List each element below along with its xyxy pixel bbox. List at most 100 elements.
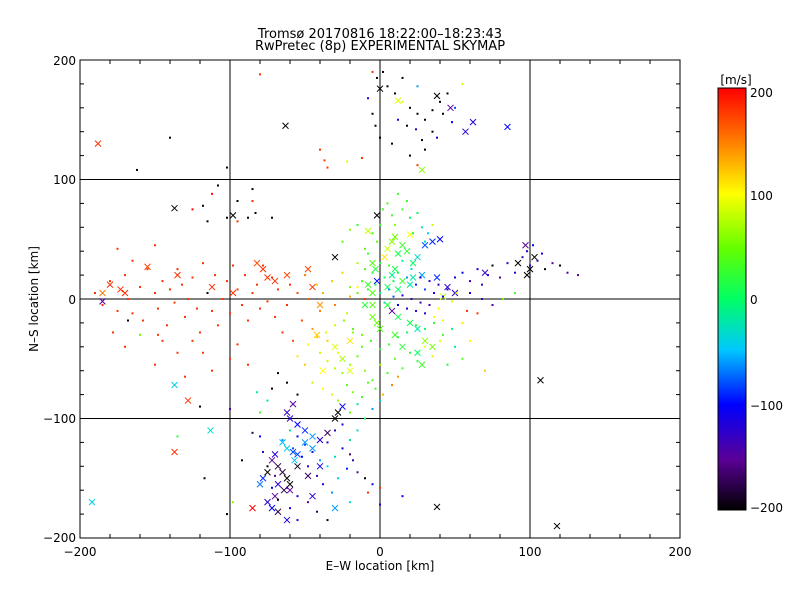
- dot-marker: [379, 399, 381, 402]
- cross-marker: [526, 265, 534, 273]
- dot-marker: [226, 216, 228, 219]
- dot-marker: [566, 271, 569, 274]
- cross-marker: [418, 361, 426, 369]
- cross-marker: [301, 439, 309, 446]
- dot-marker: [334, 303, 336, 306]
- dot-marker: [203, 477, 206, 480]
- dot-marker: [506, 262, 509, 265]
- dot-marker: [356, 286, 359, 289]
- dot-marker: [526, 250, 528, 253]
- cross-marker: [294, 462, 301, 470]
- cross-marker: [283, 516, 291, 524]
- dot-marker: [157, 307, 159, 310]
- dot-marker: [226, 166, 228, 169]
- dot-marker: [491, 303, 494, 306]
- dot-marker: [277, 372, 279, 375]
- dot-marker: [379, 136, 381, 139]
- cross-marker: [319, 367, 327, 375]
- dot-marker: [116, 247, 119, 250]
- dot-marker: [229, 312, 231, 315]
- dot-marker: [217, 184, 219, 187]
- dot-marker: [349, 453, 351, 456]
- dot-marker: [409, 154, 411, 157]
- dot-marker: [161, 280, 164, 283]
- cross-marker: [421, 241, 429, 249]
- cross-marker: [373, 211, 381, 219]
- dot-marker: [241, 459, 243, 462]
- dot-marker: [476, 268, 479, 271]
- dot-marker: [296, 393, 299, 396]
- dot-marker: [421, 139, 423, 142]
- dot-marker: [323, 159, 326, 162]
- dot-marker: [229, 407, 231, 410]
- cross-marker: [249, 504, 256, 512]
- dot-marker: [169, 136, 171, 139]
- dot-marker: [319, 351, 321, 354]
- cross-marker: [291, 456, 298, 464]
- dot-marker: [289, 429, 291, 432]
- dot-marker: [316, 283, 318, 286]
- cross-marker: [346, 367, 354, 375]
- cross-marker: [421, 337, 429, 345]
- dot-marker: [176, 351, 179, 354]
- dot-marker: [146, 268, 149, 271]
- dot-marker: [406, 124, 408, 127]
- cross-marker: [409, 259, 417, 267]
- dot-marker: [161, 339, 164, 342]
- dot-marker: [199, 331, 201, 334]
- dot-marker: [191, 339, 194, 342]
- dot-marker: [379, 262, 381, 265]
- dot-marker: [251, 292, 254, 295]
- dot-marker: [397, 118, 399, 121]
- dot-marker: [259, 435, 261, 438]
- cross-marker: [264, 498, 271, 506]
- dot-marker: [289, 507, 291, 510]
- dot-marker: [296, 435, 299, 438]
- cross-marker: [403, 247, 411, 255]
- cross-marker: [229, 211, 237, 219]
- y-axis-label: N–S location [km]: [27, 246, 41, 352]
- cross-marker: [279, 468, 286, 476]
- dot-marker: [116, 309, 119, 312]
- dot-marker: [367, 97, 369, 100]
- dot-marker: [437, 307, 440, 310]
- dot-marker: [266, 300, 269, 303]
- dot-marker: [232, 264, 234, 267]
- cross-marker: [174, 271, 181, 279]
- dot-marker: [431, 109, 434, 112]
- cross-marker: [406, 281, 414, 289]
- dot-marker: [254, 211, 257, 214]
- dot-marker: [356, 292, 359, 295]
- dot-marker: [301, 455, 303, 458]
- dot-marker: [367, 381, 369, 384]
- dot-marker: [326, 465, 329, 468]
- dot-marker: [392, 295, 395, 298]
- dot-marker: [379, 503, 381, 506]
- dot-marker: [532, 244, 534, 247]
- dot-marker: [382, 393, 384, 396]
- dot-marker: [292, 339, 294, 342]
- dot-marker: [386, 85, 389, 88]
- dot-marker: [311, 450, 314, 453]
- dot-marker: [206, 220, 209, 223]
- dot-marker: [202, 351, 204, 354]
- chart-subtitle: RwPretec (8p) EXPERIMENTAL SKYMAP: [255, 39, 505, 54]
- dot-marker: [388, 288, 390, 291]
- dot-marker: [451, 327, 453, 330]
- dot-marker: [316, 510, 318, 513]
- dot-marker: [442, 333, 444, 336]
- dot-marker: [277, 498, 279, 501]
- dot-marker: [271, 276, 273, 279]
- chart-title: Tromsø 20170816 18:22:00–18:23:43: [257, 27, 502, 42]
- dot-marker: [454, 276, 456, 279]
- dot-marker: [383, 301, 386, 304]
- cross-marker: [309, 283, 316, 291]
- cross-marker: [259, 474, 267, 482]
- dot-marker: [521, 256, 524, 259]
- dot-marker: [361, 345, 363, 348]
- cross-marker: [369, 289, 376, 297]
- dot-marker: [433, 321, 435, 324]
- cross-marker: [331, 343, 339, 351]
- dot-marker: [364, 369, 366, 372]
